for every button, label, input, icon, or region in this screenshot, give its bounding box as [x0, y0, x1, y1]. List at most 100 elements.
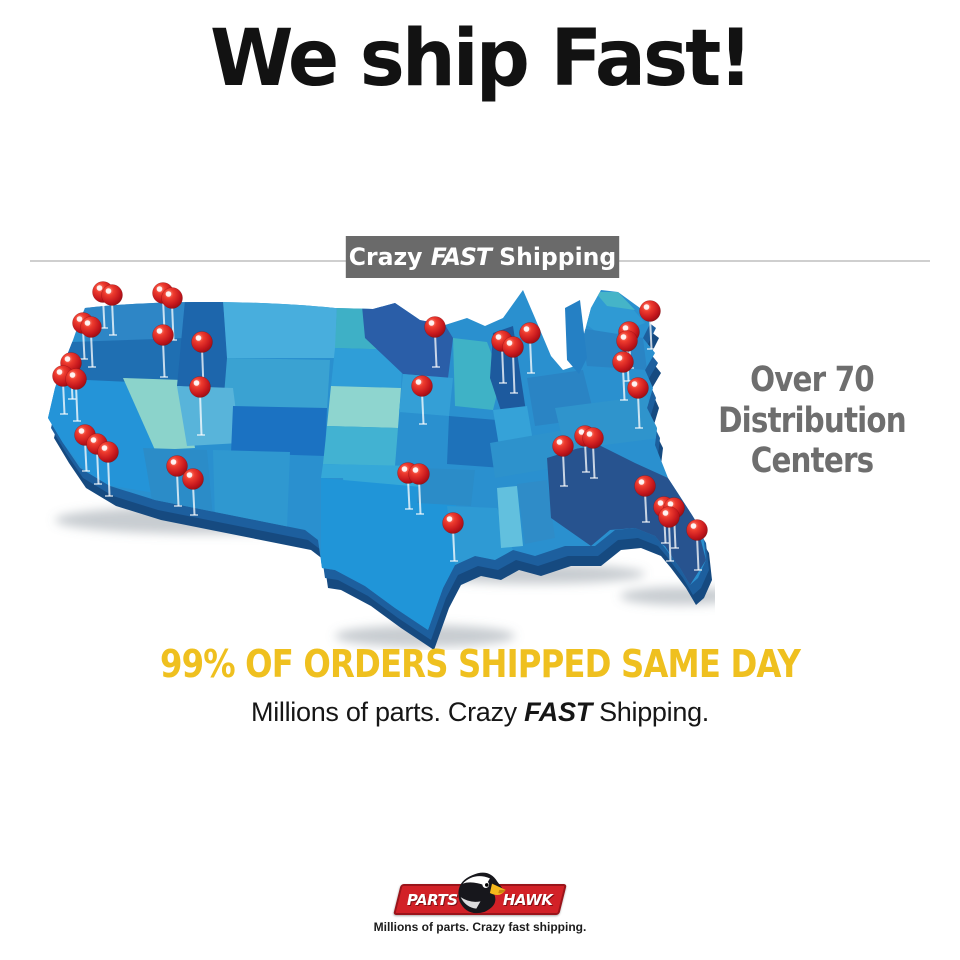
banner-word-shipping: Shipping: [490, 243, 617, 271]
map-pin: [97, 441, 119, 463]
pin-stick: [501, 346, 505, 384]
pin-stick: [75, 384, 79, 422]
map-pin: [502, 336, 524, 358]
pin-stick: [192, 484, 196, 516]
partshawk-logo: PARTS HAWK Millions of parts. Crazy fast…: [0, 872, 960, 934]
pin-balls-layer: [52, 281, 708, 541]
map-pin: [182, 468, 204, 490]
pin-stick: [562, 451, 566, 487]
pin-stick-base: [419, 423, 427, 425]
state-patch: [323, 426, 398, 466]
pin-stick: [107, 457, 111, 497]
distribution-callout: Over 70 Distribution Centers: [718, 360, 907, 482]
subheadline-fast: FAST: [524, 697, 592, 727]
pin-stick-base: [661, 542, 669, 544]
pin-stick-base: [100, 327, 108, 329]
state-patch: [321, 478, 460, 630]
pin-stick: [102, 297, 106, 329]
pin-stick-base: [174, 505, 182, 507]
pin-stick: [649, 316, 653, 350]
state-patch: [213, 450, 290, 528]
pin-stick-base: [190, 514, 198, 516]
pin-stick: [111, 300, 115, 336]
callout-line-2: Distribution: [718, 400, 907, 441]
pin-stick: [176, 471, 180, 507]
pin-stick-base: [68, 398, 76, 400]
map-pin: [519, 322, 541, 344]
callout-line-1: Over 70: [750, 360, 875, 400]
map-pin: [612, 351, 634, 373]
pin-stick-base: [73, 420, 81, 422]
pin-stick: [644, 491, 648, 523]
callout-line-3: Centers: [750, 441, 874, 482]
pin-stick-base: [80, 358, 88, 360]
michigan-mitten: [565, 300, 587, 374]
state-patch: [331, 348, 403, 388]
pin-stick-base: [635, 427, 643, 429]
map-pin: [658, 506, 680, 528]
state-patch: [59, 338, 185, 386]
crazy-fast-shipping-banner: Crazy FAST Shipping: [345, 236, 620, 278]
pin-stick: [668, 522, 672, 562]
map-pin: [442, 512, 464, 534]
state-patch: [497, 486, 523, 548]
state-patch: [595, 292, 635, 310]
pin-stick: [421, 391, 425, 425]
us-distribution-map: [35, 278, 740, 650]
map-pin: [639, 300, 661, 322]
map-pin: [65, 368, 87, 390]
pin-stick: [529, 338, 533, 374]
pin-stick-base: [647, 348, 655, 350]
pin-stick-base: [499, 382, 507, 384]
banner-word-fast: FAST: [430, 243, 492, 271]
map-pin: [80, 316, 102, 338]
subheadline-prefix: Millions of parts. Crazy: [251, 697, 525, 727]
pin-stick-base: [82, 470, 90, 472]
state-patch: [362, 302, 453, 378]
pin-stick-base: [416, 513, 424, 515]
pin-stick-base: [105, 495, 113, 497]
pin-stick: [452, 528, 456, 562]
pin-stick: [622, 367, 626, 401]
pin-stick-base: [197, 434, 205, 436]
pin-stick-base: [88, 366, 96, 368]
pin-stick: [434, 332, 438, 368]
pin-stick-base: [590, 477, 598, 479]
pin-stick: [637, 393, 641, 429]
pin-stick-base: [624, 380, 632, 382]
pin-stick: [418, 479, 422, 515]
map-pin: [552, 435, 574, 457]
state-patch: [123, 378, 195, 450]
map-pin: [152, 324, 174, 346]
map-pin: [686, 519, 708, 541]
pin-stick-base: [169, 339, 177, 341]
logo-red-banner: PARTS HAWK: [393, 872, 567, 915]
state-patch: [223, 358, 330, 410]
state-patch: [177, 386, 240, 446]
state-patches: [48, 292, 706, 630]
hawk-head-icon: [458, 872, 506, 914]
pin-stick: [162, 340, 166, 378]
pin-stick-base: [94, 483, 102, 485]
map-pin: [101, 284, 123, 306]
state-patch: [231, 406, 327, 456]
subheadline: Millions of parts. Crazy FAST Shipping.: [0, 697, 960, 728]
logo-tagline: Millions of parts. Crazy fast shipping.: [373, 920, 587, 934]
banner-word-crazy: Crazy: [348, 243, 431, 271]
pin-stick-base: [432, 366, 440, 368]
state-patch: [547, 443, 706, 585]
map-pin: [191, 331, 213, 353]
same-day-headline: 99% OF ORDERS SHIPPED SAME DAY: [159, 642, 801, 686]
state-patch: [517, 480, 555, 544]
pin-stick: [84, 440, 88, 472]
us-map-svg: [48, 281, 740, 650]
pin-stick-base: [666, 560, 674, 562]
map-pin: [161, 287, 183, 309]
pin-stick: [407, 478, 411, 510]
pin-stick-base: [642, 521, 650, 523]
pin-stick-base: [620, 399, 628, 401]
map-pin: [616, 330, 638, 352]
map-pin: [408, 463, 430, 485]
map-pin: [634, 475, 656, 497]
map-pin: [627, 377, 649, 399]
